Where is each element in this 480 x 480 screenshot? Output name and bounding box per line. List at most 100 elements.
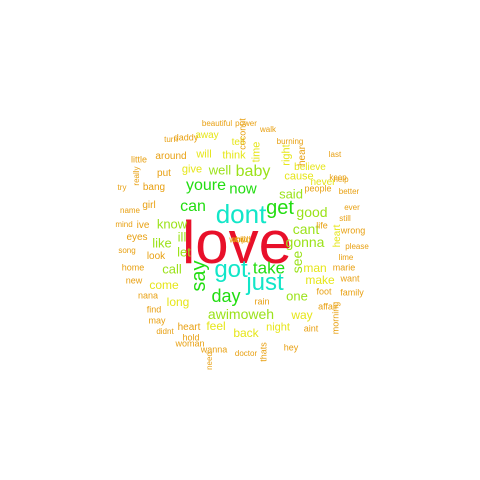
cloud-word: like [152,235,172,251]
cloud-word: song [118,246,136,255]
cloud-word: cause [284,170,314,183]
cloud-word: better [338,187,360,196]
cloud-word: power [235,119,257,128]
cloud-word: back [233,326,259,340]
cloud-word: eyes [126,232,148,243]
cloud-word: love [181,209,293,276]
cloud-word: beautiful [201,119,233,128]
cloud-word: man [303,261,327,275]
cloud-word: away [195,130,219,141]
cloud-word: youre [185,177,227,194]
cloud-word: cant [292,221,320,237]
cloud-word: affair [318,301,338,312]
cloud-word: want [340,273,360,284]
cloud-word: please [345,242,369,251]
cloud-word: home [121,262,145,273]
cloud-word: foot [316,286,332,297]
cloud-word: make [305,273,335,287]
cloud-word: heart [177,322,201,333]
cloud-word: night [266,321,290,334]
cloud-word: keep [329,173,347,182]
cloud-word: will [196,148,212,161]
cloud-word: woman [175,338,205,349]
cloud-word: one [286,288,308,304]
cloud-word: dont [215,199,267,229]
cloud-word: burning [276,137,304,146]
cloud-word: hey [283,342,299,353]
cloud-word: take [252,258,286,278]
cloud-word: day [211,286,241,306]
cloud-word: tell [231,137,245,148]
cloud-word: time [250,141,263,163]
cloud-word: just [246,269,284,296]
cloud-word: mind [115,220,133,229]
cloud-word: let [177,244,191,260]
cloud-word: way [291,308,313,322]
cloud-word: know [156,216,188,232]
cloud-word: say [188,260,210,292]
cloud-word: hold [182,332,200,343]
cloud-word: last [328,150,342,159]
cloud-word: see [289,250,305,274]
cloud-word: aint [303,323,319,334]
cloud-word: ill [177,229,187,245]
cloud-word: get [266,197,294,219]
cloud-word: people [304,183,332,194]
cloud-word: bang [142,182,166,193]
cloud-word: give [181,163,203,176]
cloud-word: lime [338,253,354,262]
cloud-word: come [149,278,179,292]
cloud-word: can [180,198,206,215]
cloud-word: cry [234,235,246,244]
cloud-word: around [155,151,187,162]
cloud-word: feel [206,319,226,333]
cloud-word: wrong [340,225,366,236]
cloud-word: coconut [237,118,248,150]
cloud-word: turn [164,135,178,144]
cloud-word: still [339,214,351,223]
cloud-word: didnt [156,327,174,336]
cloud-word: gonna [285,234,325,250]
cloud-word: girl [142,200,156,211]
cloud-word: nana [137,290,159,301]
cloud-word: wanna [200,344,228,355]
cloud-word: family [340,287,364,298]
cloud-word: put [157,168,171,179]
cloud-word: world [229,234,251,245]
cloud-word: now [229,180,257,198]
cloud-word: need [205,352,214,370]
cloud-word: believe [294,162,326,173]
cloud-word: find [146,304,162,315]
cloud-word: never [310,177,336,188]
cloud-word: baby [235,163,271,180]
cloud-word: daddy [173,132,199,143]
cloud-word: really [132,166,141,186]
cloud-word: life [316,220,328,231]
cloud-word: well [208,162,232,178]
cloud-word: awimoweh [207,306,275,322]
cloud-word: little [130,154,148,165]
cloud-word: may [148,315,166,326]
cloud-word: new [125,275,143,286]
cloud-word: thats [258,342,269,362]
cloud-word: long [166,295,190,309]
cloud-word: doctor [234,349,258,358]
cloud-word: ive [136,220,150,231]
cloud-word: said [279,186,303,202]
cloud-word: ever [344,203,360,212]
cloud-word: marie [332,262,356,273]
cloud-word: child [231,235,249,244]
cloud-word: think [222,149,246,162]
cloud-word: right [280,144,293,166]
cloud-word: walk [259,125,277,134]
cloud-word: got [214,256,248,283]
cloud-word: call [162,261,182,277]
cloud-word: try [117,183,127,192]
cloud-word: name [119,206,141,215]
cloud-word: look [146,251,166,262]
cloud-word: hear [297,145,308,167]
cloud-word: rain [254,296,270,307]
cloud-word: help [333,175,349,184]
cloud-word: good [296,204,328,220]
